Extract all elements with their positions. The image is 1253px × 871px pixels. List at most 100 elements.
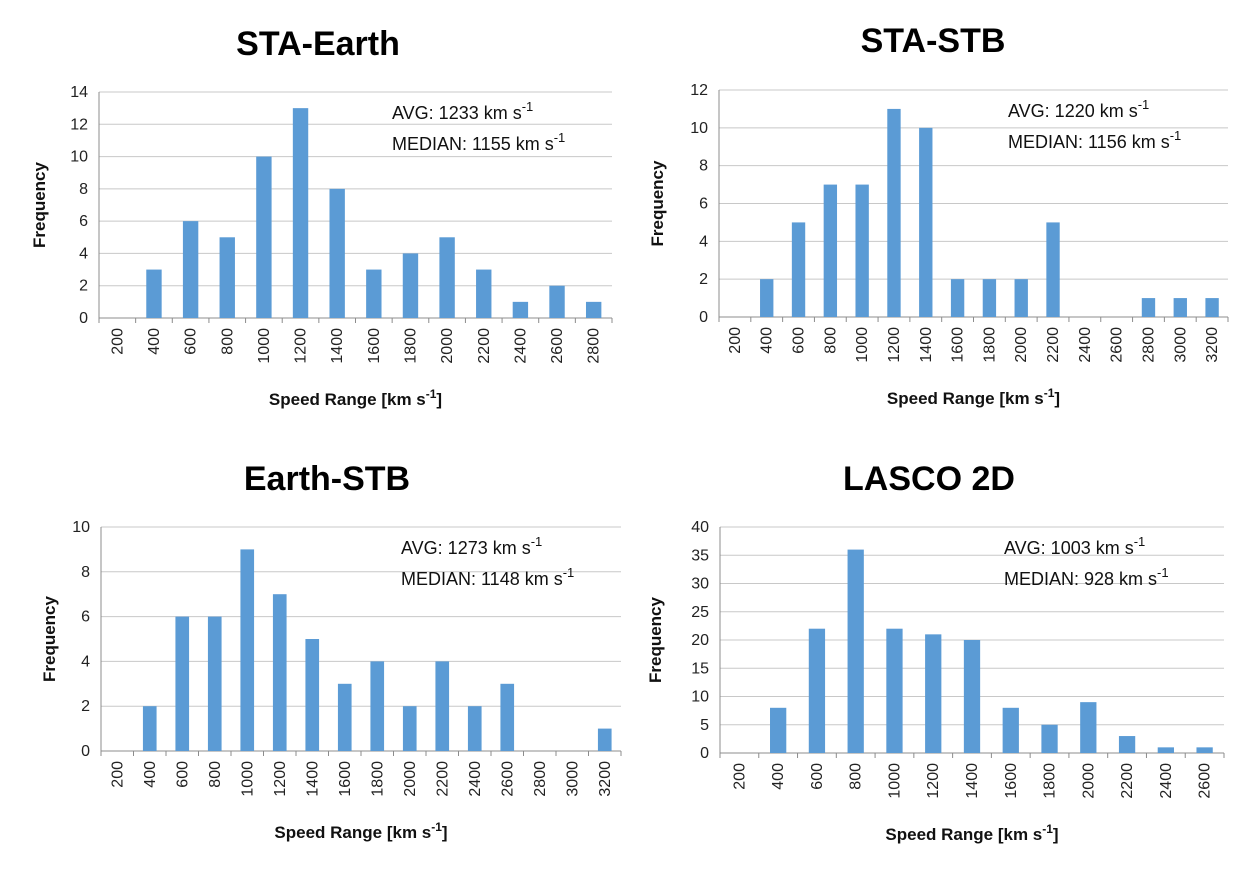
x-tick-label: 3000 [564,761,581,797]
avg-annotation: AVG: 1233 km s-1 [392,99,533,123]
median-annotation: MEDIAN: 1148 km s-1 [401,565,574,589]
chart-title: STA-STB [861,22,1006,60]
bar-1600 [366,269,382,318]
x-tick-label: 2200 [1119,763,1136,799]
x-tick-label: 2200 [476,328,493,364]
y-axis-label: Frequency [30,161,49,248]
bar-400 [770,707,787,753]
bar-2400 [1157,747,1174,753]
bar-800 [823,184,838,317]
x-tick-label: 1400 [329,328,346,364]
x-tick-label: 200 [727,327,744,354]
y-tick-label: 10 [690,120,708,137]
x-axis-label: Speed Range [km s-1] [274,820,447,842]
x-tick-label: 2800 [1140,327,1157,363]
x-tick-label: 600 [809,763,826,790]
y-tick-label: 12 [690,82,708,99]
x-tick-label: 1000 [239,761,256,797]
y-tick-label: 30 [691,576,709,593]
median-annotation: MEDIAN: 1156 km s-1 [1008,128,1181,152]
y-tick-label: 10 [70,149,88,166]
y-tick-label: 40 [691,519,709,536]
x-tick-label: 3000 [1172,327,1189,363]
bar-1800 [1041,724,1058,753]
x-tick-label: 400 [759,327,776,354]
x-tick-label: 600 [791,327,808,354]
bar-2400 [512,301,529,318]
bar-600 [175,616,190,751]
x-tick-label: 2600 [549,328,566,364]
x-tick-label: 2800 [532,761,549,797]
bar-1800 [370,661,385,751]
y-tick-label: 4 [79,245,88,262]
bar-2800 [1141,298,1156,317]
bar-2200 [1046,222,1060,317]
y-tick-label: 8 [81,564,90,581]
y-tick-label: 10 [72,519,90,536]
y-tick-label: 4 [699,233,708,250]
y-tick-label: 4 [81,653,90,670]
bar-2400 [467,706,482,751]
x-tick-label: 600 [174,761,191,788]
x-tick-label: 2600 [1197,763,1214,799]
chart-title: STA-Earth [236,25,400,63]
bar-1600 [950,279,965,317]
y-tick-label: 0 [79,310,88,327]
bar-2200 [435,661,450,751]
bar-1200 [925,634,942,753]
y-tick-label: 14 [70,84,88,101]
x-tick-label: 1800 [369,761,386,797]
x-axis-label: Speed Range [km s-1] [269,387,442,409]
bar-1200 [887,108,901,318]
bar-1400 [329,188,345,318]
y-tick-label: 10 [691,689,709,706]
bar-2000 [1080,702,1097,753]
bar-1400 [919,127,933,317]
x-tick-label: 800 [822,327,839,354]
x-tick-label: 1000 [886,763,903,799]
bar-1600 [1002,707,1019,753]
bar-2600 [500,683,515,751]
chart-panel-2: STA-STB 0 2 4 6 8 10 12 200 400 600 800 1000 1200 1400… [648,22,1229,408]
x-tick-label: 1600 [1003,763,1020,799]
y-tick-label: 6 [79,213,88,230]
x-tick-label: 800 [219,328,236,355]
bar-1800 [982,279,997,317]
chart-title: Earth-STB [244,460,410,498]
bar-600 [791,222,806,317]
y-tick-label: 0 [81,743,90,760]
y-axis-label: Frequency [646,596,665,683]
avg-annotation: AVG: 1273 km s-1 [401,534,542,558]
x-tick-label: 1400 [304,761,321,797]
bar-400 [760,279,774,317]
x-tick-label: 2400 [467,761,484,797]
x-tick-label: 2000 [1080,763,1097,799]
x-tick-label: 2400 [1158,763,1175,799]
x-axis-label: Speed Range [km s-1] [887,386,1060,408]
bar-2200 [476,269,492,318]
bar-800 [219,237,235,318]
bar-1200 [272,594,287,751]
bar-2800 [585,301,602,318]
y-tick-label: 2 [81,698,90,715]
bar-400 [146,269,162,318]
x-tick-label: 2000 [439,328,456,364]
y-tick-label: 5 [700,717,709,734]
x-tick-label: 200 [109,761,126,788]
x-tick-label: 2800 [586,328,603,364]
x-tick-label: 1200 [272,761,289,797]
x-tick-label: 2000 [402,761,419,797]
x-tick-label: 1000 [854,327,871,363]
x-tick-label: 800 [207,761,224,788]
x-tick-label: 2400 [512,328,529,364]
bar-1200 [292,108,309,319]
bar-1400 [963,640,981,753]
x-tick-label: 200 [731,763,748,790]
x-tick-label: 1600 [337,761,354,797]
x-tick-label: 800 [848,763,865,790]
bar-2600 [549,285,565,318]
bar-3000 [1173,298,1187,317]
y-tick-label: 6 [81,609,90,626]
chart-title: LASCO 2D [843,460,1015,498]
